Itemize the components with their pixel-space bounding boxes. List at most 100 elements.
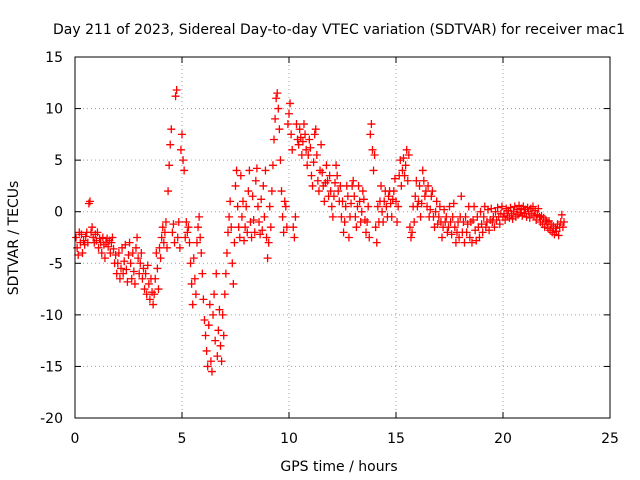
data-point [207, 367, 216, 376]
data-point [389, 187, 398, 196]
data-point [460, 238, 469, 247]
data-point [310, 130, 319, 139]
data-point [149, 300, 158, 309]
data-point [173, 233, 182, 242]
data-point [117, 264, 126, 273]
data-point [283, 120, 292, 129]
data-point [100, 254, 109, 263]
data-point [272, 94, 281, 103]
data-point [163, 243, 172, 252]
data-point [363, 218, 372, 227]
data-point [108, 233, 117, 242]
data-point [397, 181, 406, 190]
data-point [178, 130, 186, 139]
data-point [387, 212, 396, 221]
data-point [450, 223, 459, 232]
data-point [258, 226, 267, 235]
data-point [339, 228, 348, 237]
data-point [125, 238, 134, 247]
y-tick-label: -20 [40, 411, 63, 427]
data-point [107, 238, 116, 247]
data-point [74, 251, 83, 260]
data-point [400, 171, 409, 180]
data-point [332, 161, 341, 170]
y-tick-label: 15 [45, 50, 63, 66]
data-point [189, 254, 198, 263]
y-tick-labels: -20 -15 -10 -5 0 5 10 15 [40, 50, 63, 427]
data-point [259, 181, 268, 190]
data-point [226, 197, 235, 206]
data-point [477, 220, 486, 229]
data-point [495, 220, 504, 229]
data-point [285, 109, 293, 118]
data-point [137, 248, 146, 257]
data-point [241, 223, 250, 232]
data-point [329, 192, 338, 201]
data-point [250, 228, 259, 237]
data-point [417, 199, 426, 208]
data-point [322, 161, 331, 170]
data-point [384, 192, 393, 201]
data-point [501, 215, 510, 224]
data-point [203, 362, 212, 371]
data-point [150, 290, 159, 299]
data-point [379, 218, 388, 227]
data-point [188, 300, 197, 309]
data-point [186, 259, 195, 268]
x-tick-labels: 0 5 10 15 20 25 [71, 431, 619, 447]
data-point [378, 207, 387, 216]
data-point [211, 336, 220, 345]
data-point [268, 161, 277, 170]
data-point [362, 228, 371, 237]
data-point [236, 171, 245, 180]
data-point [340, 218, 349, 227]
data-point [237, 212, 246, 221]
data-point [301, 130, 310, 139]
data-point [200, 316, 209, 325]
data-point [81, 232, 90, 241]
data-point [144, 279, 153, 288]
data-point [160, 228, 169, 237]
data-point [155, 243, 164, 252]
data-point [457, 192, 466, 201]
data-point [552, 227, 561, 236]
data-point [78, 248, 87, 257]
data-point [479, 212, 488, 221]
data-point [365, 233, 374, 242]
data-point [93, 228, 102, 237]
data-point [402, 145, 411, 154]
data-point [72, 233, 81, 242]
data-point [459, 218, 468, 227]
data-point [314, 187, 323, 196]
data-point [416, 212, 425, 221]
data-point [198, 269, 207, 278]
data-point [347, 199, 356, 208]
data-points [72, 86, 568, 376]
data-point [274, 104, 283, 113]
data-point [128, 248, 137, 257]
data-point [219, 331, 228, 340]
data-point [451, 238, 460, 247]
data-point [194, 223, 203, 232]
data-point [557, 210, 566, 219]
data-point [380, 197, 389, 206]
data-point [248, 192, 257, 201]
data-point [296, 133, 305, 142]
data-point [291, 212, 300, 221]
data-point [115, 274, 124, 283]
data-point [404, 150, 413, 159]
data-point [261, 166, 270, 175]
data-point [168, 228, 177, 237]
data-point [215, 305, 224, 314]
data-point [287, 130, 296, 139]
data-point [169, 220, 178, 229]
data-point [410, 218, 419, 227]
data-point [413, 202, 422, 211]
data-point [221, 269, 230, 278]
data-point [353, 202, 362, 211]
data-point [304, 150, 313, 159]
data-point [488, 218, 497, 227]
data-point [298, 137, 307, 146]
data-point [341, 202, 350, 211]
data-point [97, 248, 106, 257]
